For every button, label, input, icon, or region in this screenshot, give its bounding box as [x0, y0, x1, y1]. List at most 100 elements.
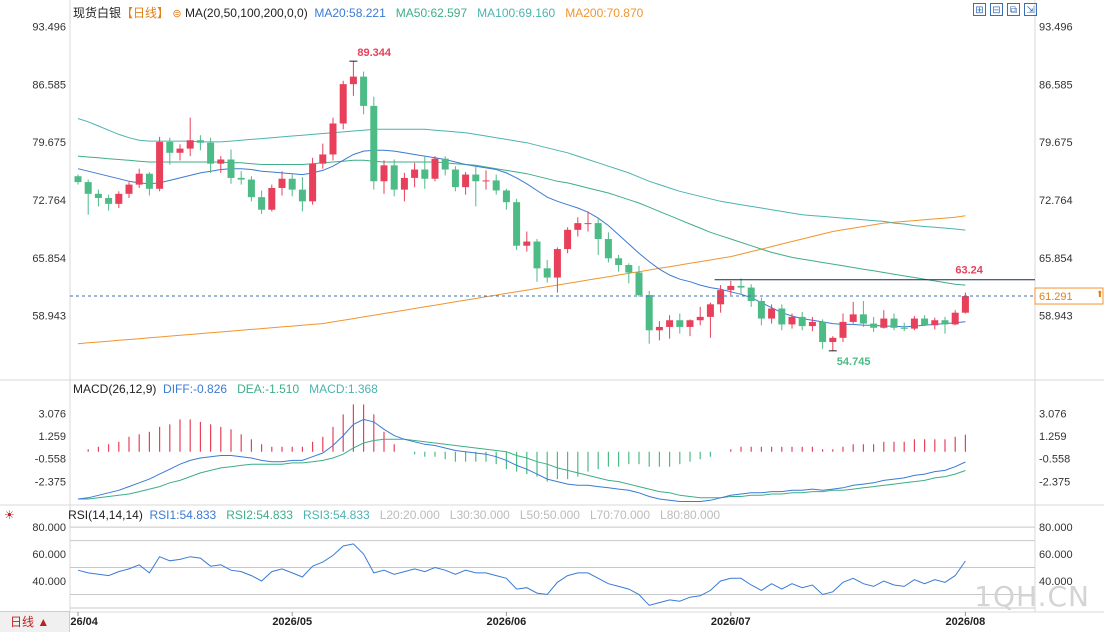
resistance-label: 63.24 [955, 265, 983, 277]
candle-body [778, 308, 786, 325]
candle-body [829, 337, 837, 342]
macd-tick-left: 3.076 [38, 408, 66, 420]
candle-body [574, 223, 582, 230]
x-tick-label: 2026/05 [272, 616, 312, 628]
macd-tick-right: 3.076 [1039, 408, 1067, 420]
diff-value: DIFF:-0.826 [163, 382, 228, 396]
candle-body [686, 320, 694, 327]
candle-body [115, 193, 123, 204]
candle-body [615, 258, 623, 265]
candle-body [145, 173, 153, 189]
macd-value: MACD:1.368 [309, 382, 378, 396]
price-tick-right: 72.764 [1039, 195, 1073, 207]
candle-body [921, 318, 929, 326]
candle-body [676, 320, 684, 327]
candle-body [594, 223, 602, 240]
candle-body [411, 169, 419, 178]
candle-body [298, 189, 306, 202]
candle-body [258, 197, 266, 210]
candle-body [900, 327, 908, 329]
candle-body [890, 318, 898, 328]
settings-icon[interactable]: ⊜ [172, 8, 182, 20]
price-tick-right: 93.496 [1039, 21, 1073, 33]
period-tab[interactable]: 日线 ▲ [0, 611, 70, 632]
ma50-line [77, 155, 966, 286]
candle-body [431, 158, 439, 179]
candle-body [278, 178, 286, 188]
candle-body [666, 320, 674, 327]
candle-body [798, 316, 806, 327]
candle-body [247, 179, 255, 198]
dea-line [78, 438, 966, 500]
candle-body [819, 321, 827, 342]
rsi-tick-right: 60.000 [1039, 549, 1073, 561]
candle-body [961, 296, 969, 313]
price-tick-left: 93.496 [32, 21, 66, 33]
candle-body [462, 174, 470, 188]
price-tick-left: 58.943 [32, 311, 66, 323]
ma100-value: MA100:69.160 [477, 6, 556, 20]
candle-body [523, 241, 531, 246]
rsi2-value: RSI2:54.833 [226, 508, 293, 522]
candle-body [370, 105, 378, 182]
candle-body [502, 190, 510, 203]
candle-body [696, 316, 704, 321]
sun-icon[interactable]: ☀ [4, 508, 15, 522]
candle-body [451, 169, 459, 188]
instrument-name: 现货白银 [73, 6, 122, 20]
download-icon[interactable]: ⇲ [1024, 3, 1037, 16]
rsi-line [77, 543, 966, 606]
ma20-line [77, 149, 966, 328]
macd-tick-right: 1.259 [1039, 431, 1067, 443]
l80-value: L80:80.000 [660, 508, 721, 522]
price-tick-right: 58.943 [1039, 311, 1073, 323]
candle-body [492, 180, 500, 191]
candle-body [870, 323, 878, 328]
candle-body [186, 140, 194, 149]
candle-body [533, 241, 541, 269]
macd-tick-left: -0.558 [35, 454, 66, 466]
ma50-value: MA50:62.597 [395, 6, 468, 20]
candle-body [105, 198, 113, 204]
layout-icon[interactable]: ⊟ [990, 3, 1003, 16]
candle-body [931, 320, 939, 326]
x-tick-label: 2026/07 [711, 616, 751, 628]
maximize-icon[interactable]: ⧉ [1007, 3, 1020, 16]
candle-body [849, 314, 857, 322]
chart-toolbar: ⊞ ⊟ ⧉ ⇲ [973, 3, 1037, 16]
watermark-text: 1QH.CN [974, 580, 1090, 613]
expand-icon[interactable]: ⊞ [973, 3, 986, 16]
low-label: 54.745 [837, 356, 871, 368]
rsi-tick-left: 60.000 [32, 549, 66, 561]
candle-body [717, 290, 725, 305]
ma-params: MA(20,50,100,200,0,0) [184, 6, 308, 20]
rsi3-value: RSI3:54.833 [302, 508, 370, 522]
candle-body [217, 159, 225, 164]
candle-body [482, 180, 490, 182]
last-price-box [1034, 287, 1104, 305]
candle-body [645, 295, 653, 331]
candle-body [788, 316, 796, 325]
candle-body [319, 154, 327, 164]
candle-body [421, 169, 429, 179]
candle-body [288, 178, 296, 190]
candle-body [166, 141, 174, 153]
price-tick-right: 79.675 [1039, 137, 1073, 149]
candle-body [635, 272, 643, 296]
x-tick-label: 2026/06 [487, 616, 527, 628]
candle-body [380, 165, 388, 182]
ma200-line [77, 215, 966, 345]
candle-body [859, 314, 867, 324]
candle-body [808, 321, 816, 327]
macd-params: MACD(26,12,9) [73, 382, 157, 396]
candle-body [400, 177, 408, 190]
macd-tick-left: 1.259 [38, 431, 66, 443]
l70-value: L70:70.000 [589, 508, 650, 522]
candle-body [268, 187, 276, 210]
price-tick-right: 65.854 [1039, 253, 1073, 265]
period-label[interactable]: 【日线】 [121, 6, 170, 20]
macd-tick-right: -0.558 [1039, 454, 1070, 466]
candle-body [472, 174, 480, 182]
candle-body [553, 249, 561, 278]
candle-body [951, 312, 959, 325]
